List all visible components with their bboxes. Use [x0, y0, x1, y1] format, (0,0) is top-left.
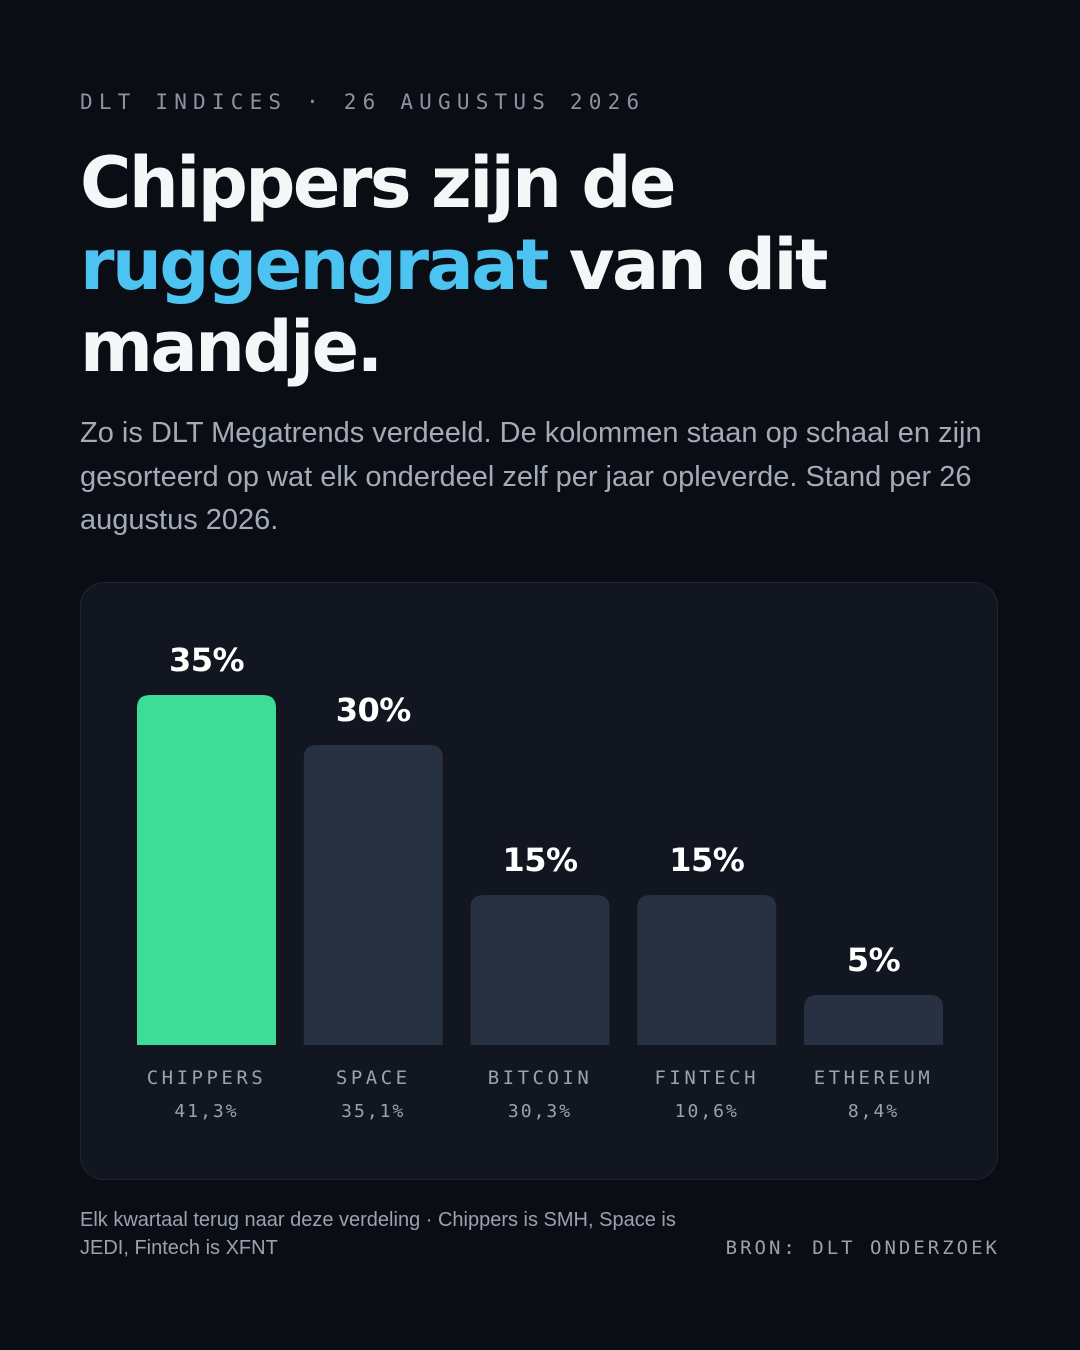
bar-space — [303, 745, 443, 1045]
headline-line-3: mandje. — [80, 306, 383, 388]
bar-chart — [137, 695, 943, 1045]
footnote: Elk kwartaal terug naar deze verdeling ·… — [80, 1209, 676, 1259]
category-label-bitcoin: BITCOIN — [487, 1067, 593, 1089]
value-label-chippers: 35% — [168, 641, 245, 679]
headline: Chippers zijn de ruggengraat van dit man… — [80, 142, 1020, 388]
chart-labels: 35% CHIPPERS 41,3% 30% SPACE 35,1% 15% BITCOIN 3… — [81, 583, 999, 1181]
headline-line-2: ruggengraat van dit — [80, 224, 1020, 306]
category-label-space: SPACE — [335, 1067, 411, 1089]
sub-label-bitcoin: 30,3% — [507, 1101, 573, 1122]
chart-card: 35% CHIPPERS 41,3% 30% SPACE 35,1% 15% BITCOIN 3… — [80, 582, 998, 1180]
sub-label-space: 35,1% — [341, 1101, 406, 1122]
category-label-ethereum: ETHEREUM — [813, 1067, 934, 1089]
sub-label-chippers: 41,3% — [174, 1101, 239, 1122]
headline-line-2-rest: van dit — [546, 224, 829, 306]
headline-line-1: Chippers zijn de — [80, 142, 676, 224]
category-label-fintech: FINTECH — [654, 1067, 760, 1089]
eyebrow: DLT INDICES · 26 AUGUSTUS 2026 — [80, 90, 646, 114]
bar-ethereum — [804, 995, 943, 1045]
bar-chippers — [137, 695, 276, 1045]
value-label-fintech: 15% — [669, 841, 745, 879]
subtitle: Zo is DLT Megatrends verdeeld. De kolomm… — [80, 417, 982, 536]
sub-label-ethereum: 8,4% — [847, 1101, 900, 1122]
source-label: BRON: DLT ONDERZOEK — [725, 1237, 1000, 1259]
bar-fintech — [637, 895, 777, 1045]
bar-bitcoin — [470, 895, 610, 1045]
value-label-bitcoin: 15% — [502, 841, 578, 879]
sub-label-fintech: 10,6% — [674, 1101, 739, 1122]
value-label-space: 30% — [335, 691, 412, 729]
value-label-ethereum: 5% — [846, 941, 901, 979]
category-label-chippers: CHIPPERS — [146, 1067, 267, 1089]
headline-accent: ruggengraat — [80, 224, 549, 306]
